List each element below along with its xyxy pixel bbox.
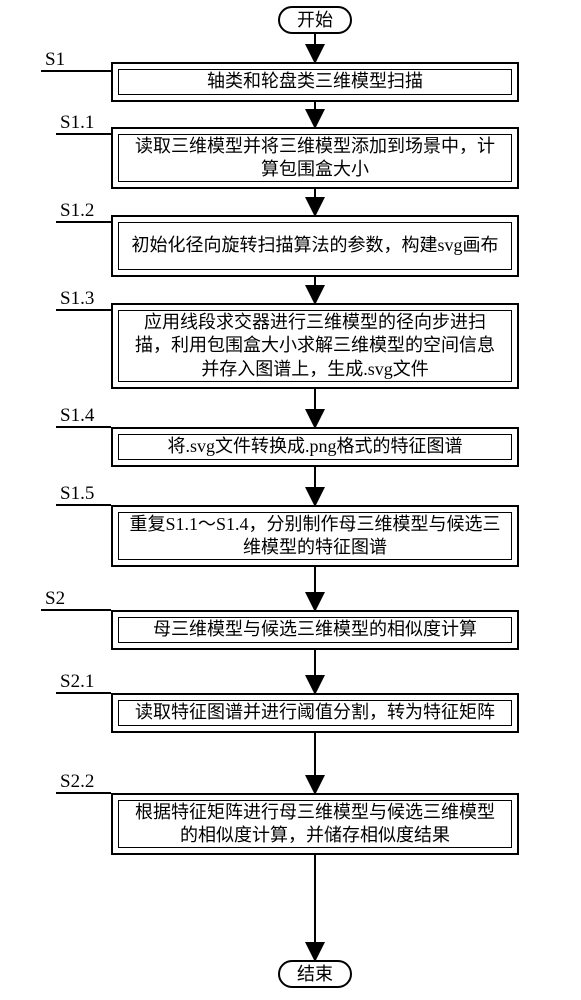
node-s1-5: 重复S1.1～S1.4，分别制作母三维模型与候选三维模型的特征图谱 xyxy=(111,505,519,567)
node-text: 将.svg文件转换成.png格式的特征图谱 xyxy=(167,435,462,458)
node-inner: 根据特征矩阵进行母三维模型与候选三维模型的相似度计算，并储存相似度结果 xyxy=(118,800,512,848)
terminator-end: 结束 xyxy=(278,960,352,988)
label-line xyxy=(56,309,111,311)
label-s1: S1 xyxy=(45,49,65,71)
node-inner: 读取特征图谱并进行阈值分割，转为特征矩阵 xyxy=(118,700,512,726)
label-line xyxy=(56,426,111,428)
label-s1-1: S1.1 xyxy=(60,112,94,134)
node-text: 读取特征图谱并进行阈值分割，转为特征矩阵 xyxy=(135,701,495,724)
node-text: 重复S1.1～S1.4，分别制作母三维模型与候选三维模型的特征图谱 xyxy=(127,513,503,560)
label-s2: S2 xyxy=(45,588,65,610)
node-s1-3: 应用线段求交器进行三维模型的径向步进扫描，利用包围盒大小求解三维模型的空间信息并… xyxy=(111,303,519,389)
node-inner: 重复S1.1～S1.4，分别制作母三维模型与候选三维模型的特征图谱 xyxy=(118,512,512,560)
node-text: 初始化径向旋转扫描算法的参数，构建svg画布 xyxy=(131,234,498,257)
node-inner: 读取三维模型并将三维模型添加到场景中，计算包围盒大小 xyxy=(118,134,512,182)
node-text: 轴类和轮盘类三维模型扫描 xyxy=(207,70,423,93)
terminator-start: 开始 xyxy=(278,6,352,34)
node-inner: 应用线段求交器进行三维模型的径向步进扫描，利用包围盒大小求解三维模型的空间信息并… xyxy=(118,310,512,382)
node-inner: 初始化径向旋转扫描算法的参数，构建svg画布 xyxy=(118,222,512,270)
node-text: 母三维模型与候选三维模型的相似度计算 xyxy=(153,618,477,641)
label-line xyxy=(56,221,111,223)
node-inner: 母三维模型与候选三维模型的相似度计算 xyxy=(118,617,512,643)
label-s1-5: S1.5 xyxy=(60,483,94,505)
node-inner: 将.svg文件转换成.png格式的特征图谱 xyxy=(118,434,512,460)
label-s2-1: S2.1 xyxy=(60,671,94,693)
label-line xyxy=(56,792,111,794)
node-s2: 母三维模型与候选三维模型的相似度计算 xyxy=(111,610,519,650)
label-line xyxy=(56,504,111,506)
node-s1-4: 将.svg文件转换成.png格式的特征图谱 xyxy=(111,427,519,467)
node-s1-2: 初始化径向旋转扫描算法的参数，构建svg画布 xyxy=(111,215,519,277)
node-s2-1: 读取特征图谱并进行阈值分割，转为特征矩阵 xyxy=(111,693,519,733)
label-line xyxy=(41,70,111,72)
node-s1: 轴类和轮盘类三维模型扫描 xyxy=(111,62,519,102)
label-line xyxy=(56,133,111,135)
label-s2-2: S2.2 xyxy=(60,771,94,793)
node-s1-1: 读取三维模型并将三维模型添加到场景中，计算包围盒大小 xyxy=(111,127,519,189)
node-text: 应用线段求交器进行三维模型的径向步进扫描，利用包围盒大小求解三维模型的空间信息并… xyxy=(127,311,503,381)
label-line xyxy=(56,692,111,694)
label-s1-2: S1.2 xyxy=(60,200,94,222)
label-line xyxy=(41,609,111,611)
label-s1-3: S1.3 xyxy=(60,288,94,310)
node-inner: 轴类和轮盘类三维模型扫描 xyxy=(118,69,512,95)
terminator-start-text: 开始 xyxy=(297,11,333,29)
label-s1-4: S1.4 xyxy=(60,405,94,427)
node-s2-2: 根据特征矩阵进行母三维模型与候选三维模型的相似度计算，并储存相似度结果 xyxy=(111,793,519,855)
flowchart-canvas: 开始 轴类和轮盘类三维模型扫描 S1 读取三维模型并将三维模型添加到场景中，计算… xyxy=(0,0,581,1000)
node-text: 根据特征矩阵进行母三维模型与候选三维模型的相似度计算，并储存相似度结果 xyxy=(127,801,503,848)
terminator-end-text: 结束 xyxy=(297,965,333,983)
node-text: 读取三维模型并将三维模型添加到场景中，计算包围盒大小 xyxy=(127,135,503,182)
